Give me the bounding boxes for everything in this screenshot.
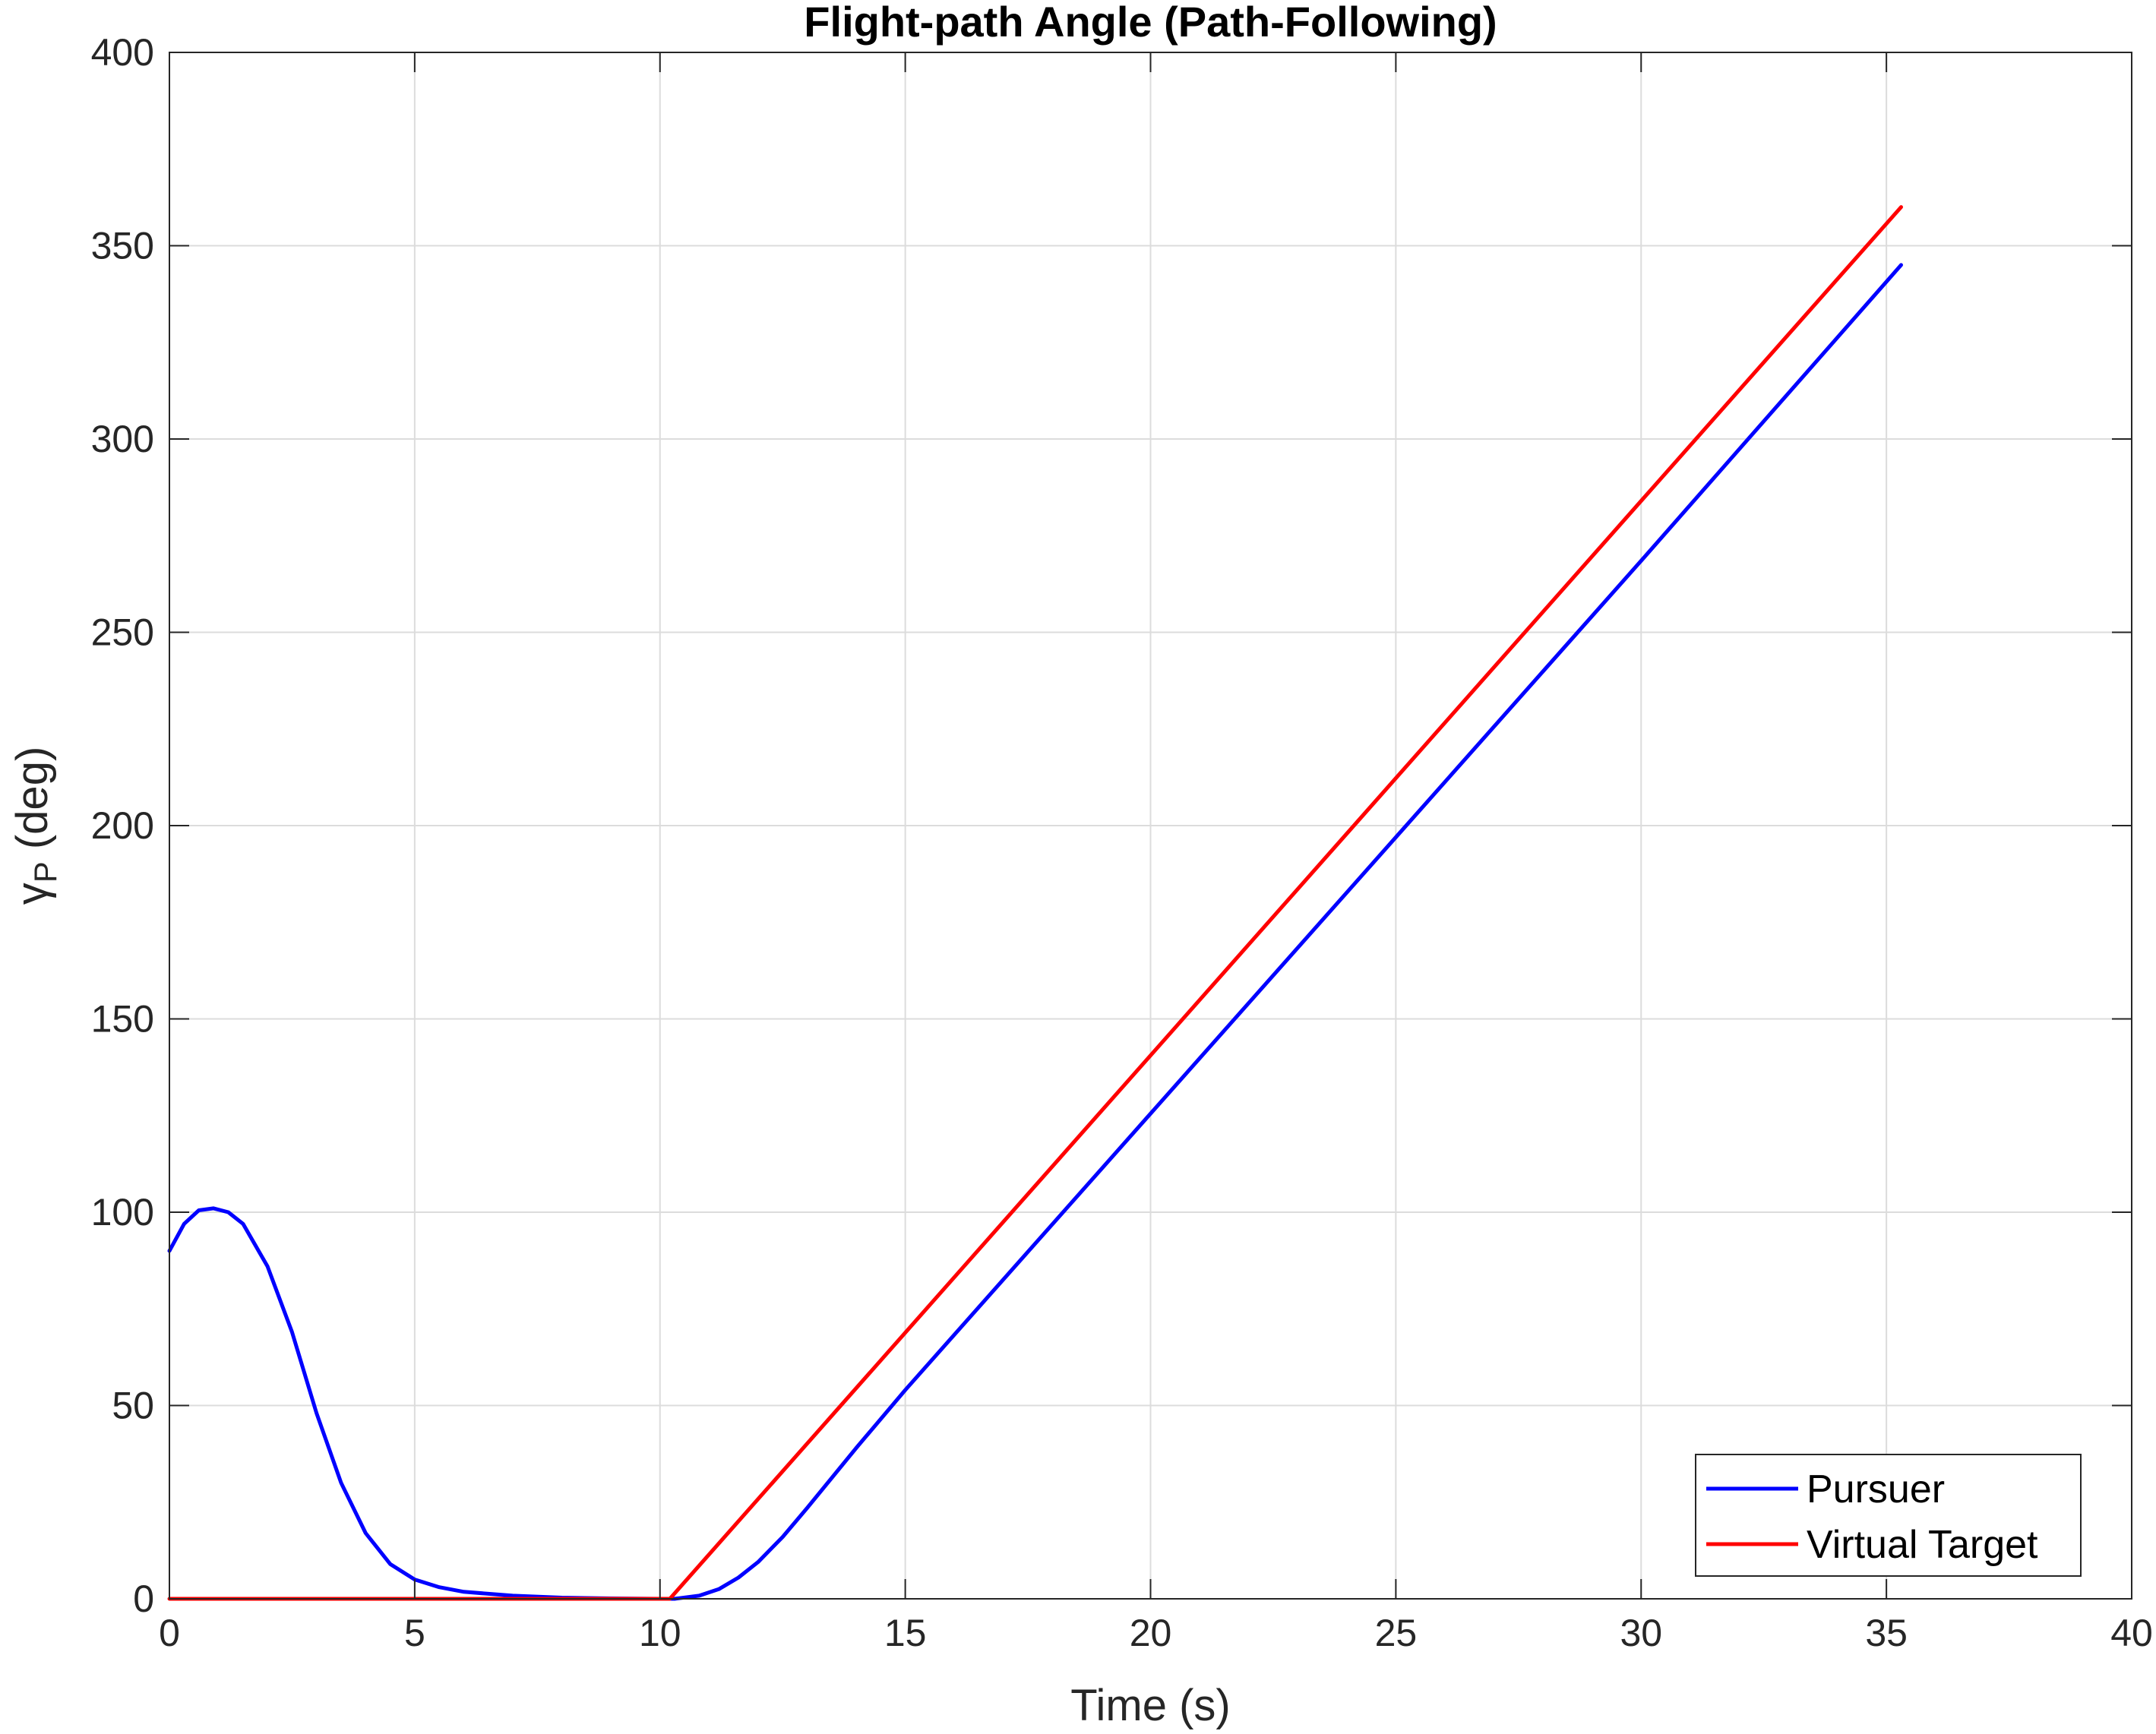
- x-tick-label: 30: [1620, 1612, 1662, 1654]
- x-tick-label: 40: [2110, 1612, 2153, 1654]
- y-tick-label: 350: [91, 225, 154, 267]
- ticks: [169, 52, 2132, 1600]
- y-axis-label-symbol: γ: [8, 883, 57, 905]
- x-tick-label: 20: [1130, 1612, 1172, 1654]
- y-tick-label: 50: [112, 1385, 154, 1427]
- y-tick-label: 400: [91, 31, 154, 74]
- y-tick-label: 150: [91, 998, 154, 1041]
- y-axis-label-unit: (deg): [8, 747, 57, 862]
- y-axis-label-subscript: P: [27, 861, 63, 883]
- legend: Pursuer Virtual Target: [1695, 1454, 2082, 1577]
- y-tick-label: 100: [91, 1191, 154, 1233]
- y-tick-label: 300: [91, 418, 154, 460]
- x-tick-label: 35: [1865, 1612, 1908, 1654]
- x-tick-label: 15: [884, 1612, 927, 1654]
- y-tick-label: 200: [91, 804, 154, 847]
- x-tick-label: 5: [404, 1612, 425, 1654]
- series-line-pursuer: [167, 263, 1903, 1601]
- y-axis-label: γP (deg): [8, 747, 63, 905]
- legend-label-pursuer: Pursuer: [1807, 1467, 1945, 1511]
- y-tick-label: 0: [133, 1578, 154, 1620]
- chart-title: Flight-path Angle (Path-Following): [804, 0, 1497, 46]
- x-tick-label: 0: [159, 1612, 180, 1654]
- legend-label-virtual-target: Virtual Target: [1807, 1523, 2038, 1567]
- legend-box: [1695, 1454, 2082, 1577]
- x-axis-label: Time (s): [1070, 1681, 1230, 1730]
- y-tick-label: 250: [91, 611, 154, 654]
- x-tick-label: 10: [639, 1612, 681, 1654]
- grid-lines: [169, 52, 2132, 1600]
- x-tick-label: 25: [1375, 1612, 1418, 1654]
